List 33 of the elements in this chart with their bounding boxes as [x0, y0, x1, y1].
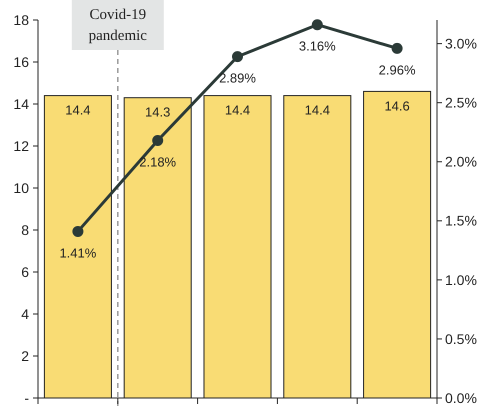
data-label: 14.4: [65, 102, 91, 118]
data-label: 14.6: [384, 98, 410, 114]
annotation: Covid-19 pandemic: [88, 7, 148, 44]
y-tick-label: 2: [21, 348, 30, 364]
y-tick-label: 16: [13, 54, 30, 70]
point: [232, 51, 243, 62]
data-label: 14.3: [145, 104, 170, 120]
point: [392, 42, 403, 54]
y-tick-label: -: [24, 390, 30, 406]
data-label: 1.41%: [59, 245, 97, 260]
y-tick-label: 12: [13, 138, 30, 154]
data-label: 2.18%: [139, 154, 177, 170]
y2-tick-label: 3.0%: [445, 36, 477, 52]
y-tick-label: 10: [13, 180, 30, 196]
y2-tick-label: 1.5%: [445, 212, 477, 229]
data-label: 3.16%: [298, 38, 336, 54]
data-label: 14.4: [224, 102, 250, 118]
point: [152, 134, 164, 146]
y-tick-label: 14: [13, 96, 30, 112]
y2-tick-label: 1.0%: [445, 272, 477, 288]
data-label: 2.96%: [378, 62, 416, 78]
y2-tick-label: 2.0%: [445, 154, 477, 170]
y-tick-label: 6: [21, 264, 30, 280]
y2-tick-label: 0.5%: [445, 330, 477, 347]
y2-tick-label: 2.5%: [445, 94, 477, 111]
point: [312, 19, 323, 30]
y-tick-label: 4: [21, 306, 30, 322]
y-tick-label: 8: [21, 222, 30, 238]
point: [72, 226, 84, 237]
data-label: 14.4: [304, 102, 330, 118]
y2-tick-label: 0.0%: [445, 390, 477, 406]
y-tick-label: 18: [13, 12, 30, 28]
data-label: 2.89%: [219, 70, 256, 86]
